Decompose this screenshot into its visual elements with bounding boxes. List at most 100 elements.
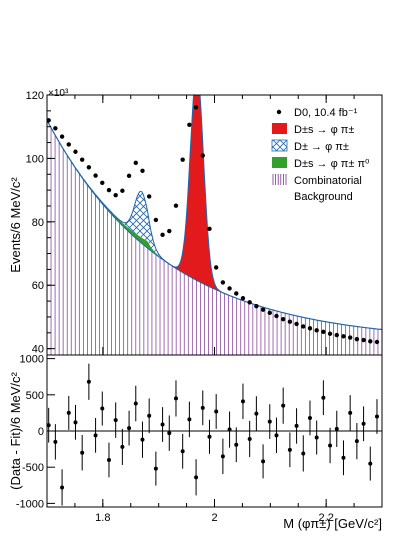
residual-point [267,419,272,424]
data-point [120,188,125,193]
data-point [347,335,353,340]
y-tick-label: 500 [26,390,44,402]
y-tick-label: 120 [26,90,44,102]
legend-swatch [272,157,287,168]
residual-point [214,409,219,414]
data-point [133,160,138,166]
x-tick-label: 1.8 [95,512,110,524]
residual-point [60,485,65,490]
data-point [294,321,299,327]
data-point [146,194,152,199]
data-point [368,339,373,344]
residual-point [328,443,333,448]
residual-point [66,410,71,415]
residual-point [307,415,312,420]
residual-point [334,426,339,431]
legend-label: D± → φ π± [294,141,349,153]
residual-point [368,461,373,466]
residual-point [341,455,346,460]
residual-point [47,423,51,428]
data-point [153,217,159,223]
residual-point [281,403,286,408]
residual-point [100,406,105,411]
data-point [113,192,118,198]
residual-point [93,433,98,438]
data-point [200,153,205,158]
data-point [280,316,286,322]
residual-point [73,420,78,425]
data-point [234,291,239,296]
data-point [106,187,112,193]
data-point [140,168,145,173]
residual-point [200,405,205,410]
legend-label: D0, 10.4 fb⁻¹ [294,107,358,119]
residual-point [321,395,326,400]
data-point [267,310,272,316]
y-tick-label: 100 [26,153,44,165]
data-point [180,157,185,162]
legend-label: D±s → φ π± [294,124,354,136]
data-point [213,265,219,270]
residual-point [261,459,266,464]
data-point [66,142,71,147]
residual-point [106,457,111,462]
residual-point [220,454,225,459]
data-point [254,303,259,309]
y-tick-label: 60 [32,280,44,292]
residual-y-axis-label: (Data - Fit)/6 MeV/c² [8,371,23,489]
legend-marker [276,109,282,115]
residual-point [86,379,91,384]
data-point [240,296,246,301]
residual-point [287,447,292,452]
data-point [207,226,212,232]
residual-point [167,431,172,436]
data-point [334,332,339,338]
x-tick-label: 2.2 [319,512,334,524]
residual-point [254,411,259,416]
legend-label: Background [294,191,353,203]
residual-point [247,436,252,441]
legend-label: Combinatorial [294,175,362,187]
data-point [321,329,326,335]
data-point [86,165,92,170]
residual-point [240,399,245,404]
fit-panel: 40 60 80 100 120 ×10³ Events/6 MeV/c² D0, 10… [8,88,383,356]
legend: D0, 10.4 fb⁻¹ D±s → φ π± D± → φ π± D±s → φ … [271,107,370,203]
residual-point [314,435,319,440]
y-exponent: ×10³ [48,88,69,99]
data-point [301,324,306,329]
data-point [247,300,252,305]
residual-point [374,414,379,419]
data-point [53,126,58,131]
residual-point [187,417,192,422]
residual-panel: 1000 500 0 -500 -1000 1.8 2 2.2 (Data - Fit)/6… [8,95,383,531]
x-axis-label: M (φπ±) [GeV/c²] [283,516,382,531]
data-point [274,313,279,319]
y-tick-label: -1000 [16,498,44,510]
residual-point [294,423,299,428]
residual-point [361,421,366,426]
residual-point [160,422,165,427]
residual-point [207,434,212,439]
residual-point [301,451,306,456]
legend-swatch [272,123,287,134]
data-point [354,336,360,342]
data-point [307,326,313,331]
data-point [314,328,319,333]
residual-point [147,413,152,418]
data-point [79,157,85,162]
residual-point [348,410,353,415]
residual-point [194,475,199,480]
data-point [327,331,333,336]
y-tick-label: 0 [38,426,44,438]
data-point [173,203,179,208]
data-point [220,280,226,285]
residual-point [274,433,279,438]
residual-point [153,466,158,471]
data-point [167,228,172,234]
combinatorial-background [47,120,382,355]
data-point [73,149,78,154]
data-point [126,173,132,179]
residual-point [120,444,125,449]
